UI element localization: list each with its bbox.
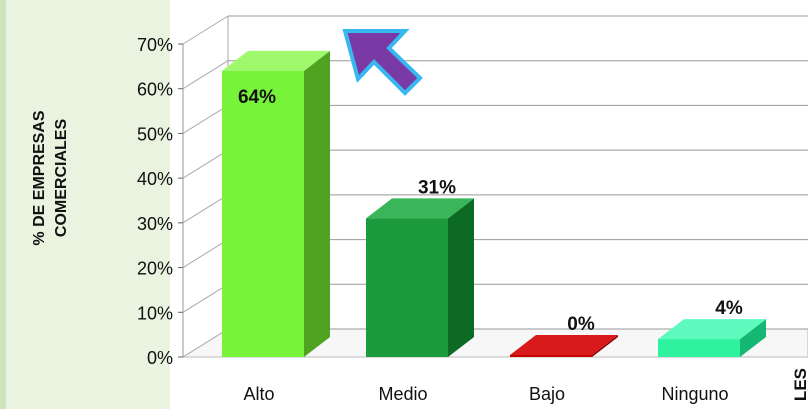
bar-medio [366,198,474,357]
arrow-icon [342,29,423,96]
value-label: 64% [238,87,276,108]
gridline-diagonal [182,328,229,358]
gridline-diagonal [182,194,229,224]
x-tick-label: Medio [378,384,427,404]
y-tick-label: 70% [137,35,173,55]
bar-ninguno [658,319,766,357]
y-axis-label-line2: COMERCIALES [53,119,70,238]
y-tick-label: 10% [137,303,173,323]
bar-front [510,355,592,357]
gridline-diagonal [182,283,229,313]
bar-side [592,335,618,357]
pointer-arrow-annotation [342,29,423,96]
bar-top [658,319,766,340]
value-label: 4% [715,298,743,319]
bar-side [740,319,766,357]
y-tick-label: 40% [137,169,173,189]
bar-side [304,50,330,357]
x-axis-tick-labels: Alto Medio Bajo Ninguno [243,384,728,404]
gridline-diagonal [182,149,229,179]
bars [222,50,766,357]
value-label: 0% [567,314,595,335]
x-tick-label: Bajo [529,384,565,404]
gridline-diagonal [182,239,229,268]
bar-front [366,218,448,357]
left-page-edge [0,0,6,409]
y-tick-label: 20% [137,259,173,279]
value-labels: 64% 31% 0% 4% [238,87,743,335]
bar-alto [222,50,330,357]
bar-top [222,50,330,71]
y-tick-label: 50% [137,124,173,144]
bar-front [222,70,304,357]
y-tick-label: 60% [137,80,173,100]
y-axis-tick-labels: 0% 10% 20% 30% 40% 50% 60% 70% [137,35,173,368]
bar-side [448,198,474,357]
bar-top [510,335,618,355]
x-axis-label-fragment: LES [791,368,808,401]
bar-front [658,339,740,357]
x-tick-label: Ninguno [661,384,728,404]
bar-top [366,198,474,219]
y-axis-label-line1: % DE EMPRESAS [31,110,48,245]
y-tick-label: 30% [137,214,173,234]
gridline-diagonal [182,105,229,134]
y-tick-label: 0% [147,348,173,368]
x-tick-label: Alto [243,384,274,404]
bar-bajo [510,335,618,357]
value-label: 31% [418,177,456,198]
gridline-diagonal [182,60,229,90]
gridline-diagonal [182,15,229,45]
